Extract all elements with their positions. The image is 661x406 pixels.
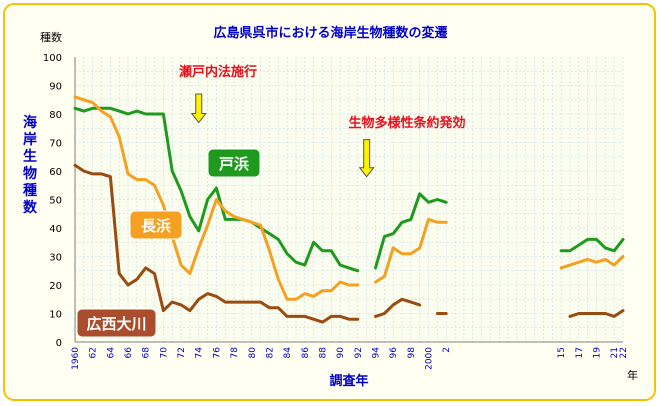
x-tick-label: 2000 (425, 347, 435, 370)
y-tick-label: 90 (49, 82, 62, 93)
y-tick-label: 20 (49, 281, 62, 292)
annotation-text: 生物多様性条約発効 (348, 115, 465, 131)
series-line (374, 192, 448, 270)
chart-title: 広島県呉市における海岸生物種数の変遷 (213, 26, 448, 41)
x-tick-label: 15 (557, 347, 567, 358)
y-tick-label: 70 (49, 139, 62, 150)
x-tick-label: 90 (336, 347, 346, 359)
x-tick-label: 66 (124, 347, 134, 359)
y-unit-label: 種数 (40, 30, 62, 44)
legend-box (129, 210, 183, 240)
y-axis-title-char: 海 (23, 114, 37, 131)
x-tick-label: 86 (301, 347, 311, 359)
x-tick-label: 68 (142, 347, 152, 359)
y-tick-label: 0 (56, 338, 62, 349)
y-axis-title-char: 物 (23, 165, 37, 182)
y-tick-label: 100 (43, 53, 62, 64)
series-line (374, 297, 422, 318)
y-axis-title-char: 岸 (23, 131, 37, 148)
legend-label: 戸浜 (219, 155, 249, 173)
x-axis-title: 調査年 (329, 373, 368, 389)
annotation-text: 瀬戸内法施行 (179, 64, 257, 80)
x-tick-label: 19 (592, 347, 602, 359)
x-tick-label: 17 (575, 347, 585, 358)
y-tick-label: 30 (49, 253, 62, 264)
x-tick-label: 2 (442, 347, 452, 353)
x-tick-label: 82 (265, 347, 275, 358)
x-tick-label: 76 (212, 347, 222, 359)
legend-label: 長浜 (141, 217, 171, 235)
down-arrow-icon (190, 93, 207, 124)
y-tick-label: 50 (49, 196, 62, 207)
x-tick-label: 78 (230, 347, 240, 359)
x-tick-label: 1960 (71, 347, 81, 370)
legend-box (76, 308, 157, 338)
series-line (73, 163, 360, 324)
down-arrow-icon (358, 139, 375, 178)
x-tick-label: 62 (89, 347, 99, 358)
y-tick-label: 80 (49, 110, 62, 121)
series-line (568, 309, 625, 318)
series-line (73, 95, 360, 301)
y-tick-label: 10 (49, 310, 62, 321)
x-tick-label: 22 (619, 347, 629, 358)
x-tick-label: 84 (283, 347, 293, 359)
x-tick-label: 21 (610, 347, 620, 358)
y-axis-title-char: 生 (23, 148, 37, 165)
y-tick-label: 40 (49, 224, 62, 235)
series-line (559, 237, 625, 253)
x-tick-label: 98 (407, 347, 417, 359)
x-tick-label: 72 (177, 347, 187, 358)
x-tick-label: 92 (354, 347, 364, 358)
x-tick-label: 74 (195, 347, 205, 359)
y-tick-label: 60 (49, 167, 62, 178)
y-axis-title-char: 数 (23, 199, 38, 216)
series-line (374, 217, 448, 284)
x-unit-label: 年 (627, 368, 638, 382)
x-tick-label: 70 (159, 347, 169, 359)
series-line (73, 106, 360, 273)
legend-box (207, 148, 261, 178)
x-tick-label: 94 (372, 347, 382, 359)
y-axis-title-char: 種 (23, 182, 37, 199)
x-tick-label: 88 (318, 347, 328, 359)
x-tick-label: 64 (106, 347, 116, 359)
series-line (559, 255, 625, 270)
x-tick-label: 96 (389, 347, 399, 359)
legend-label: 広西大川 (86, 315, 146, 333)
x-tick-label: 80 (248, 347, 258, 359)
